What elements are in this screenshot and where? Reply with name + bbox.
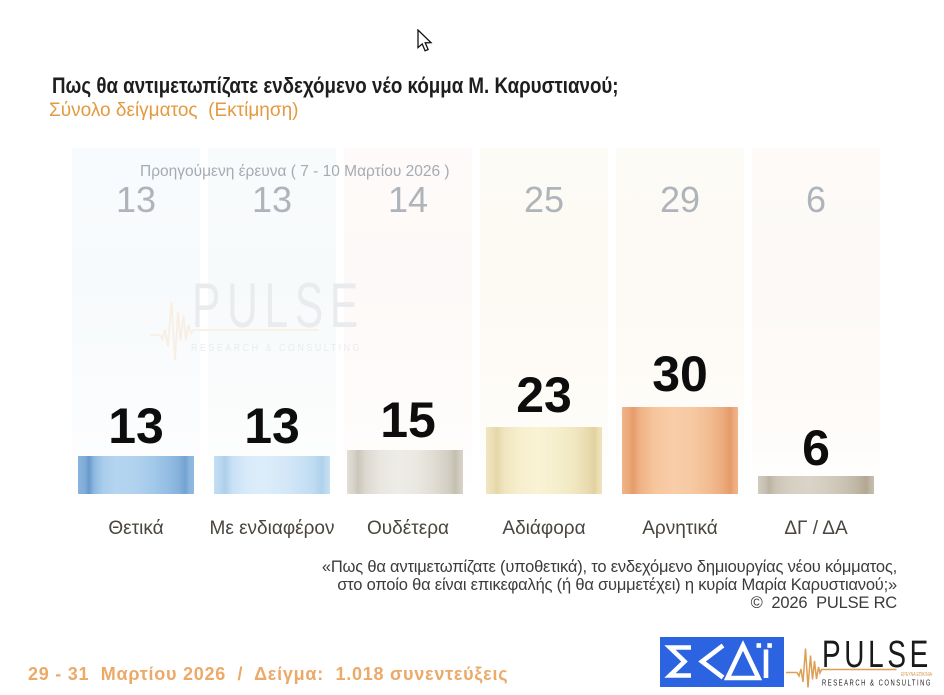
svg-text:RESEARCH & CONSULTING: RESEARCH & CONSULTING [191,342,362,354]
svg-text:RESEARCH & CONSULTING: RESEARCH & CONSULTING [822,678,932,688]
svg-text:ΕΡΕΥΝΑ ΕΠΙΚ/ΝΙΑ: ΕΡΕΥΝΑ ΕΠΙΚ/ΝΙΑ [901,672,932,678]
svg-text:PULSE: PULSE [192,272,365,341]
svg-text:PULSE: PULSE [822,634,932,676]
